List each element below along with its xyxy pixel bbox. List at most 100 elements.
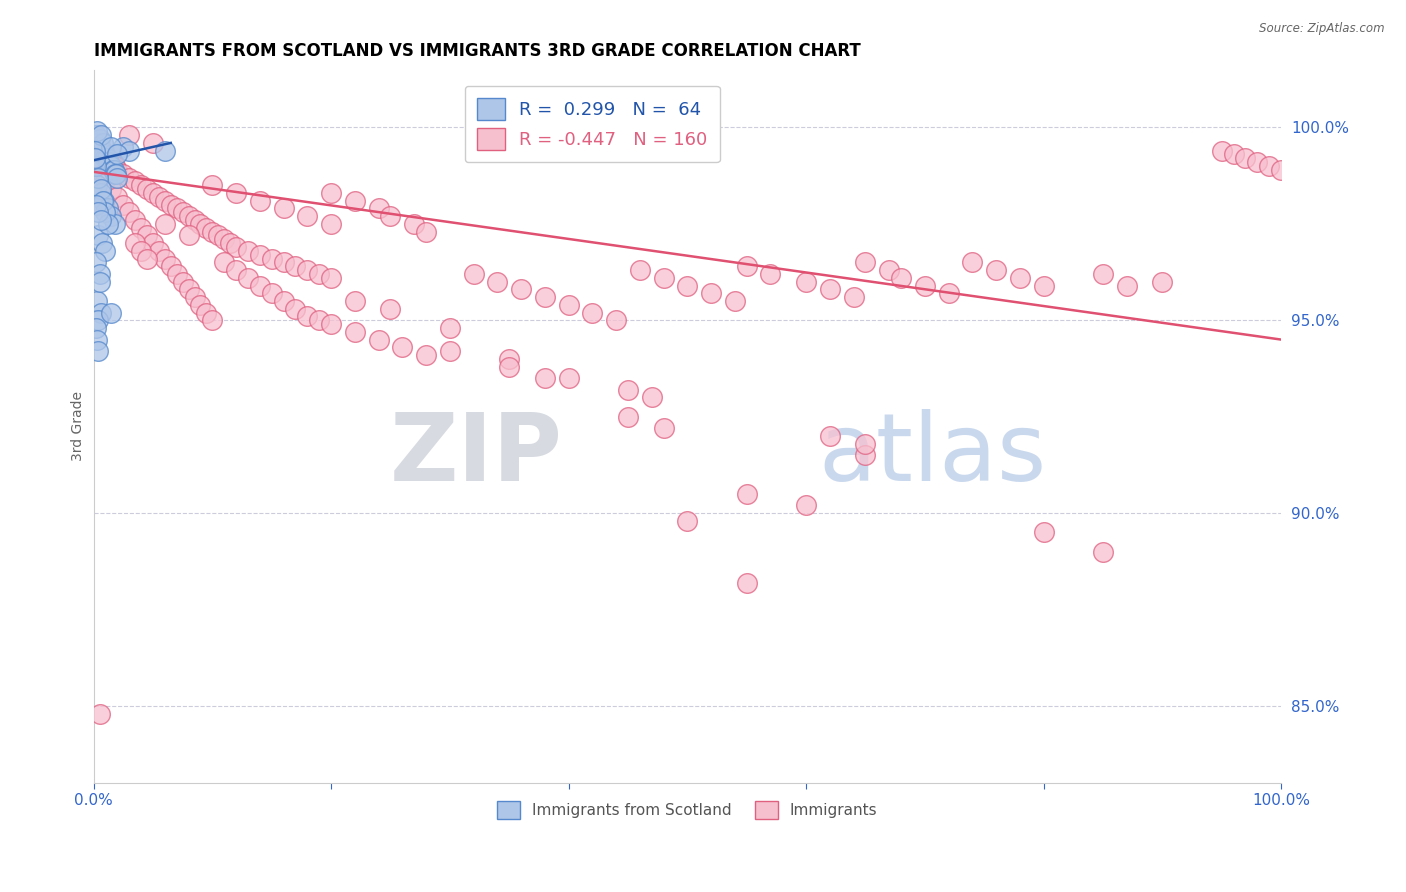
Point bbox=[87, 170, 110, 185]
Point bbox=[201, 225, 224, 239]
Point bbox=[89, 132, 111, 146]
Point bbox=[183, 213, 205, 227]
Point bbox=[207, 228, 229, 243]
Point bbox=[557, 371, 579, 385]
Point bbox=[84, 321, 107, 335]
Point bbox=[166, 202, 188, 216]
Text: IMMIGRANTS FROM SCOTLAND VS IMMIGRANTS 3RD GRADE CORRELATION CHART: IMMIGRANTS FROM SCOTLAND VS IMMIGRANTS 3… bbox=[94, 42, 860, 60]
Point bbox=[735, 487, 758, 501]
Legend: Immigrants from Scotland, Immigrants: Immigrants from Scotland, Immigrants bbox=[491, 795, 883, 825]
Point bbox=[1211, 144, 1233, 158]
Point bbox=[142, 186, 165, 200]
Point bbox=[112, 197, 135, 211]
Point bbox=[159, 197, 181, 211]
Point bbox=[129, 220, 152, 235]
Point bbox=[105, 162, 128, 177]
Point bbox=[97, 152, 120, 166]
Point bbox=[90, 213, 112, 227]
Point bbox=[380, 209, 402, 223]
Point bbox=[100, 155, 122, 169]
Point bbox=[617, 409, 640, 424]
Point bbox=[172, 205, 194, 219]
Point bbox=[628, 263, 651, 277]
Point bbox=[1091, 544, 1114, 558]
Point bbox=[225, 263, 247, 277]
Point bbox=[86, 124, 108, 138]
Point bbox=[93, 194, 115, 208]
Point bbox=[308, 267, 330, 281]
Point bbox=[86, 178, 108, 193]
Point bbox=[367, 333, 389, 347]
Point bbox=[308, 313, 330, 327]
Point bbox=[195, 305, 218, 319]
Point bbox=[534, 371, 557, 385]
Point bbox=[101, 162, 124, 177]
Point bbox=[1032, 525, 1054, 540]
Point bbox=[319, 217, 342, 231]
Point bbox=[98, 159, 121, 173]
Point bbox=[93, 147, 115, 161]
Point bbox=[700, 286, 723, 301]
Point bbox=[90, 144, 112, 158]
Point bbox=[103, 162, 125, 177]
Point bbox=[91, 194, 114, 208]
Point bbox=[105, 167, 128, 181]
Point bbox=[90, 186, 112, 200]
Point bbox=[166, 267, 188, 281]
Point bbox=[86, 140, 108, 154]
Point bbox=[84, 197, 107, 211]
Point bbox=[498, 359, 520, 374]
Point bbox=[249, 278, 271, 293]
Point bbox=[100, 159, 122, 173]
Point bbox=[177, 209, 200, 223]
Point bbox=[724, 293, 747, 308]
Point bbox=[1115, 278, 1137, 293]
Point bbox=[153, 217, 176, 231]
Point bbox=[104, 159, 127, 173]
Point bbox=[212, 255, 235, 269]
Point bbox=[1152, 275, 1174, 289]
Point bbox=[84, 128, 107, 143]
Point bbox=[652, 271, 675, 285]
Point bbox=[195, 220, 218, 235]
Point bbox=[89, 706, 111, 721]
Point bbox=[676, 278, 699, 293]
Point bbox=[94, 205, 117, 219]
Point bbox=[87, 205, 110, 219]
Point bbox=[136, 252, 159, 266]
Point bbox=[735, 260, 758, 274]
Point bbox=[794, 275, 817, 289]
Point bbox=[486, 275, 509, 289]
Point bbox=[855, 255, 877, 269]
Point bbox=[94, 244, 117, 258]
Point bbox=[1222, 147, 1244, 161]
Point bbox=[201, 313, 224, 327]
Point bbox=[124, 213, 146, 227]
Point bbox=[100, 209, 122, 223]
Point bbox=[415, 348, 437, 362]
Point bbox=[510, 282, 533, 296]
Point bbox=[87, 313, 110, 327]
Point bbox=[641, 391, 664, 405]
Point bbox=[87, 344, 110, 359]
Point bbox=[100, 182, 122, 196]
Point bbox=[236, 244, 259, 258]
Point bbox=[129, 178, 152, 193]
Point bbox=[297, 310, 319, 324]
Point bbox=[284, 260, 307, 274]
Point bbox=[86, 140, 108, 154]
Point bbox=[581, 305, 603, 319]
Point bbox=[97, 217, 120, 231]
Point bbox=[367, 202, 389, 216]
Point bbox=[136, 228, 159, 243]
Point bbox=[1246, 155, 1268, 169]
Point bbox=[83, 144, 105, 158]
Point bbox=[380, 301, 402, 316]
Point bbox=[129, 244, 152, 258]
Point bbox=[498, 351, 520, 366]
Point bbox=[104, 217, 127, 231]
Point bbox=[225, 240, 247, 254]
Point bbox=[177, 282, 200, 296]
Point bbox=[1008, 271, 1031, 285]
Point bbox=[118, 128, 141, 143]
